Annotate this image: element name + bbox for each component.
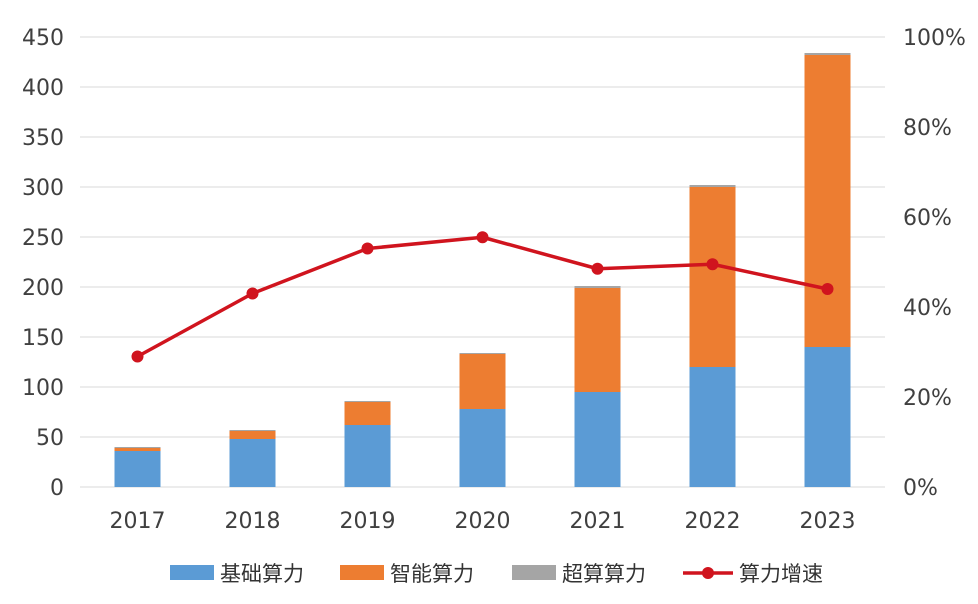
left-tick-label: 200 — [22, 276, 64, 301]
bar-segment — [114, 451, 161, 487]
bar-segment — [689, 187, 736, 367]
bar-segment — [114, 447, 161, 448]
right-axis-ticks: 0% 20% 40% 60% 80% 100% — [903, 26, 966, 501]
legend-swatch — [512, 565, 556, 580]
bar-layer — [114, 53, 851, 487]
bar-segment — [114, 448, 161, 451]
bar-segment — [344, 402, 391, 425]
bar-segment — [689, 185, 736, 187]
right-tick-label: 60% — [903, 206, 952, 231]
bar-segment — [689, 367, 736, 487]
right-tick-label: 0% — [903, 476, 938, 501]
line-point — [246, 287, 259, 300]
legend-marker — [702, 567, 714, 579]
line-point — [706, 258, 719, 271]
legend-label: 超算算力 — [562, 562, 646, 586]
bar-segment — [229, 431, 276, 439]
bar-segment — [459, 353, 506, 354]
left-tick-label: 50 — [36, 426, 64, 451]
x-tick-label: 2020 — [455, 509, 511, 534]
legend: 基础算力 智能算力 超算算力 算力增速 — [170, 562, 823, 586]
x-axis-ticks: 2017 2018 2019 2020 2021 2022 2023 — [110, 509, 856, 534]
bar-segment — [459, 354, 506, 409]
x-tick-label: 2019 — [340, 509, 396, 534]
left-axis-ticks: 0 50 100 150 200 250 300 350 400 450 — [22, 26, 64, 501]
line-point — [131, 350, 144, 363]
line-point — [361, 242, 374, 255]
bar-segment — [574, 286, 621, 288]
legend-swatch — [340, 565, 384, 580]
legend-swatch — [170, 565, 214, 580]
x-tick-label: 2017 — [110, 509, 166, 534]
legend-label: 基础算力 — [220, 562, 304, 586]
left-tick-label: 300 — [22, 176, 64, 201]
bar-segment — [804, 347, 851, 487]
line-point — [591, 262, 604, 275]
bar-segment — [804, 53, 851, 55]
bar-segment — [574, 288, 621, 392]
x-tick-label: 2023 — [800, 509, 856, 534]
x-tick-label: 2021 — [570, 509, 626, 534]
line-point — [821, 283, 834, 295]
bar-segment — [344, 401, 391, 402]
right-tick-label: 20% — [903, 386, 952, 411]
left-tick-label: 0 — [50, 476, 64, 501]
bar-segment — [344, 425, 391, 487]
x-tick-label: 2018 — [225, 509, 281, 534]
legend-label: 智能算力 — [390, 562, 474, 586]
left-tick-label: 100 — [22, 376, 64, 401]
bar-segment — [804, 55, 851, 347]
left-tick-label: 250 — [22, 226, 64, 251]
left-tick-label: 400 — [22, 76, 64, 101]
left-tick-label: 350 — [22, 126, 64, 151]
line-layer — [131, 231, 834, 363]
bar-segment — [459, 409, 506, 487]
bar-segment — [229, 439, 276, 487]
x-tick-label: 2022 — [685, 509, 741, 534]
left-tick-label: 450 — [22, 26, 64, 51]
right-tick-label: 100% — [903, 26, 966, 51]
line-point — [476, 231, 489, 244]
right-tick-label: 40% — [903, 296, 952, 321]
bar-segment — [229, 430, 276, 431]
left-tick-label: 150 — [22, 326, 64, 351]
legend-label: 算力增速 — [739, 562, 823, 586]
right-tick-label: 80% — [903, 116, 952, 141]
bar-segment — [574, 392, 621, 487]
